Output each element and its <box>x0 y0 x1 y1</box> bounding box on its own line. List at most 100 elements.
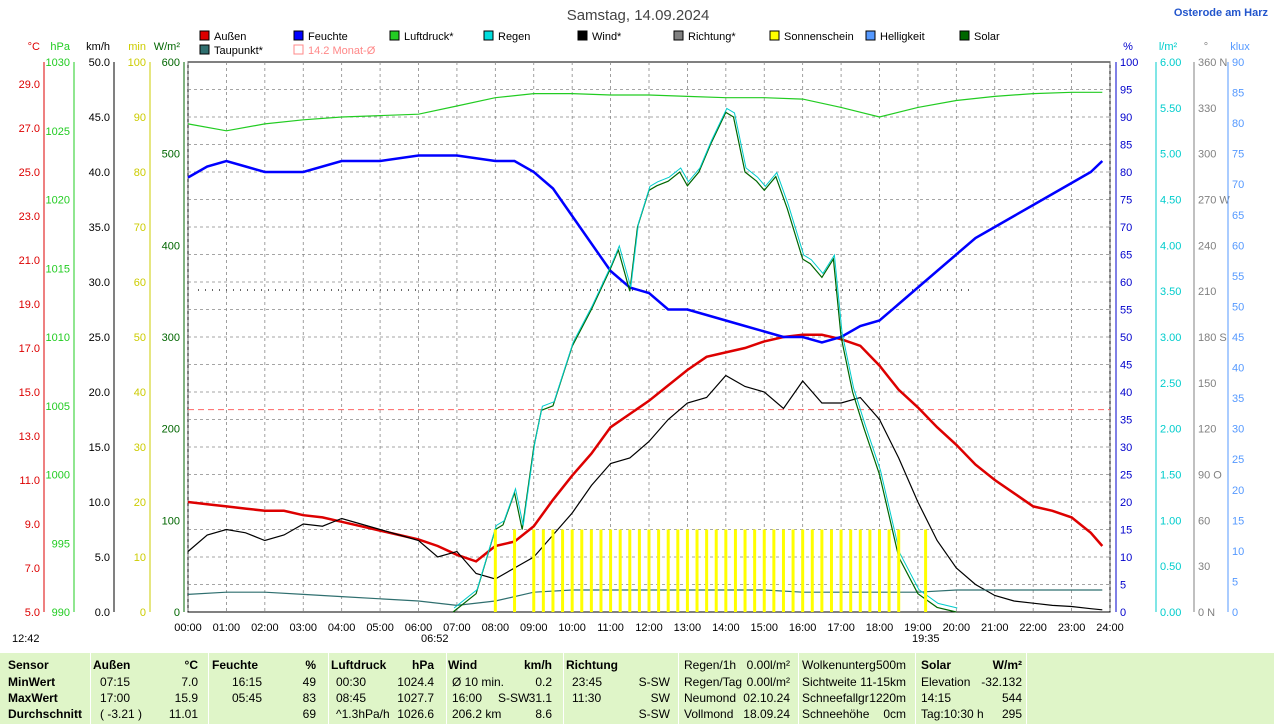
stats-value: S-SW <box>638 707 670 721</box>
station-name: Osterode am Harz <box>1174 7 1269 19</box>
left-axis-tick: 40 <box>134 387 146 399</box>
stats-value: 1027.7 <box>397 691 434 705</box>
series-helligkeit <box>453 107 958 609</box>
stats-value: 31.1 <box>528 691 552 705</box>
stats-cloud-label: Schneehöhe <box>802 707 870 721</box>
right-axis-tick: 80 <box>1120 167 1132 179</box>
left-axis-tick: 23.0 <box>19 211 40 223</box>
stats-value: S-SW <box>638 675 670 689</box>
stats-value: 83 <box>302 691 316 705</box>
left-axis-tick: 100 <box>128 57 146 69</box>
stats-cloud-value: 500m <box>875 658 906 672</box>
x-tick-label: 22:00 <box>1019 622 1047 634</box>
right-axis-tick: 20 <box>1232 485 1244 497</box>
stats-row-label: MaxWert <box>8 691 58 705</box>
stats-value: 1026.6 <box>397 707 434 721</box>
stats-value: 07:15 <box>100 675 131 689</box>
stats-cloud-value: 11-15km <box>860 675 906 689</box>
x-tick-label: 07:00 <box>443 622 471 634</box>
right-axis-tick: 25 <box>1120 470 1132 482</box>
series-außen <box>187 333 1104 563</box>
stats-value: 69 <box>302 707 316 721</box>
stats-rain-value: 0.00l/m² <box>746 675 790 689</box>
x-tick-label: 11:00 <box>597 622 624 634</box>
stats-value: SW <box>650 691 670 705</box>
right-axis-tick: 1.00 <box>1160 515 1181 527</box>
x-tick-label: 02:00 <box>251 622 279 634</box>
legend-swatch <box>673 30 684 41</box>
right-axis-tick: 30 <box>1232 424 1244 436</box>
right-axis-tick: 90 <box>1120 112 1132 124</box>
stats-panel: Sensor Außen °C Feuchte% Luftdruck hPa Wind km/… <box>0 653 1274 724</box>
right-axis-tick: 35 <box>1120 415 1132 427</box>
left-axis-tick: 27.0 <box>19 123 40 135</box>
legend-label: Sonnenschein <box>784 31 854 43</box>
right-axis-tick: 65 <box>1120 250 1132 262</box>
stats-value: 16:00 <box>452 691 483 705</box>
stats-cloud-label: Wolkenunterg <box>802 658 876 672</box>
left-axis-tick: 11.0 <box>19 475 40 487</box>
right-axis-tick: 30 <box>1120 442 1132 454</box>
right-axis-tick: 35 <box>1232 393 1244 405</box>
right-axis-tick: 5.50 <box>1160 103 1181 115</box>
stats-value: 05:45 <box>232 691 263 705</box>
stats-rain-value: 02.10.24 <box>743 691 790 705</box>
right-axis-tick: 0.00 <box>1160 607 1181 619</box>
right-axis-tick: 60 <box>1198 515 1210 527</box>
stats-divider <box>1026 653 1027 724</box>
x-tick-label: 15:00 <box>750 622 778 634</box>
stats-unit: km/h <box>523 658 552 672</box>
right-axis-tick: 80 <box>1232 118 1244 130</box>
stats-row-label: MinWert <box>8 675 56 689</box>
right-axis-tick: 85 <box>1120 140 1132 152</box>
right-axis-tick: 270 W <box>1198 195 1230 207</box>
left-axis-tick: 1015 <box>46 263 70 275</box>
x-tick-label: 14:00 <box>712 622 740 634</box>
stats-rain-value: 0.00l/m² <box>746 658 790 672</box>
left-axis-tick: 5.0 <box>25 607 40 619</box>
stats-row-label: Durchschnitt <box>8 707 83 721</box>
right-axis-tick: 60 <box>1232 240 1244 252</box>
sunrise-time-label: 06:52 <box>421 633 449 645</box>
right-axis-tick: 50 <box>1120 332 1132 344</box>
stats-value: 17:00 <box>100 691 131 705</box>
left-axis-tick: 25.0 <box>19 167 40 179</box>
left-axis-tick: 200 <box>162 424 180 436</box>
right-axis-tick: 5 <box>1120 580 1126 592</box>
stats-unit: W/m² <box>992 658 1022 672</box>
stats-header: Solar <box>921 658 952 672</box>
stats-divider <box>798 653 799 724</box>
right-axis-tick: 5.00 <box>1160 149 1181 161</box>
right-axis-tick: 15 <box>1232 515 1244 527</box>
left-axis-tick: 0 <box>174 607 180 619</box>
left-axis-tick: 29.0 <box>19 79 40 91</box>
right-axis-tick: 15 <box>1120 525 1132 537</box>
left-axis-tick: 19.0 <box>19 299 40 311</box>
x-tick-label: 00:00 <box>174 622 202 634</box>
right-axis-tick: 4.50 <box>1160 195 1181 207</box>
stats-unit: hPa <box>411 658 434 672</box>
right-axis-tick: 3.50 <box>1160 286 1181 298</box>
legend-label: Wind* <box>592 31 622 43</box>
stats-rain-label: Neumond <box>684 691 737 705</box>
x-tick-label: 16:00 <box>789 622 817 634</box>
right-axis-tick: 10 <box>1120 552 1132 564</box>
moon-time-label: 12:42 <box>12 633 40 645</box>
left-axis-tick: 100 <box>162 515 180 527</box>
legend-label: Solar <box>974 31 1000 43</box>
right-axis-tick: 70 <box>1120 222 1132 234</box>
x-tick-label: 24:00 <box>1096 622 1124 634</box>
right-axis-tick: 10 <box>1232 546 1244 558</box>
legend-label: Außen <box>214 31 246 43</box>
legend-swatch <box>483 30 494 41</box>
x-tick-label: 23:00 <box>1058 622 1086 634</box>
stats-header: Wind <box>448 658 478 672</box>
left-axis-tick: 990 <box>52 607 70 619</box>
right-axis-tick: 75 <box>1120 195 1132 207</box>
legend-swatch <box>389 30 400 41</box>
stats-header: Richtung <box>566 658 618 672</box>
right-axis-unit: ° <box>1204 41 1208 53</box>
left-axis-tick: 17.0 <box>19 343 40 355</box>
left-axis-tick: 5.0 <box>95 552 110 564</box>
right-axis-tick: 240 <box>1198 240 1216 252</box>
